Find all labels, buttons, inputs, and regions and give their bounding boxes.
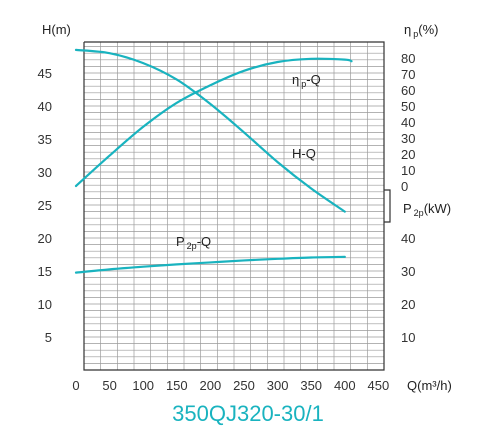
x-tick-label: 100 — [132, 378, 154, 393]
eta-tick-label: 30 — [401, 131, 415, 146]
eta-axis-label: η p(%) — [404, 22, 438, 39]
head-tick-label: 10 — [38, 297, 52, 312]
x-tick-label: 150 — [166, 378, 188, 393]
power-tick-label: 40 — [401, 231, 415, 246]
eta-tick-label: 50 — [401, 99, 415, 114]
power-tick-label: 30 — [401, 264, 415, 279]
head-tick-label: 45 — [38, 66, 52, 81]
x-tick-label: 200 — [200, 378, 222, 393]
curve-label-head: H-Q — [292, 146, 316, 161]
eta-tick-label: 60 — [401, 83, 415, 98]
y-axis-label: H(m) — [42, 22, 71, 37]
curve-label-eta: η p-Q — [292, 72, 321, 89]
power-axis-label: P 2p(kW) — [403, 201, 451, 218]
x-tick-label: 350 — [300, 378, 322, 393]
eta-tick-label: 80 — [401, 51, 415, 66]
x-axis-label: Q(m³/h) — [407, 378, 452, 393]
eta-tick-label: 0 — [401, 179, 408, 194]
plot-border — [83, 41, 385, 371]
head-tick-label: 20 — [38, 231, 52, 246]
model-title: 350QJ320-30/1 — [172, 401, 324, 426]
head-tick-label: 30 — [38, 165, 52, 180]
head-tick-label: 15 — [38, 264, 52, 279]
x-tick-label: 250 — [233, 378, 255, 393]
eta-tick-label: 70 — [401, 67, 415, 82]
power-tick-label: 20 — [401, 297, 415, 312]
power-tick-label: 10 — [401, 330, 415, 345]
head-tick-label: 25 — [38, 198, 52, 213]
curve-power — [74, 255, 346, 274]
curve-head — [74, 48, 346, 213]
axis-bracket — [384, 189, 391, 223]
x-tick-label: 300 — [267, 378, 289, 393]
head-tick-label: 35 — [38, 132, 52, 147]
curves: H-Q η p-Q P 2p-Q — [74, 48, 353, 274]
eta-tick-label: 40 — [401, 115, 415, 130]
head-tick-label: 5 — [45, 330, 52, 345]
curve-label-power: P 2p-Q — [176, 234, 211, 251]
axis-labels: H(m) Q(m³/h) η p(%) P 2p(kW) — [42, 22, 452, 393]
x-tick-label: 50 — [102, 378, 116, 393]
tick-labels: 0 50 100 150 200 250 300 350 400 4505101520253035… — [38, 51, 416, 393]
curve-eta — [74, 57, 353, 188]
eta-tick-label: 10 — [401, 163, 415, 178]
head-tick-label: 40 — [38, 99, 52, 114]
x-tick-label: 450 — [368, 378, 390, 393]
grid — [83, 42, 385, 371]
eta-tick-label: 20 — [401, 147, 415, 162]
plot-frame — [83, 41, 391, 371]
x-tick-label: 0 — [72, 378, 79, 393]
x-tick-label: 400 — [334, 378, 356, 393]
